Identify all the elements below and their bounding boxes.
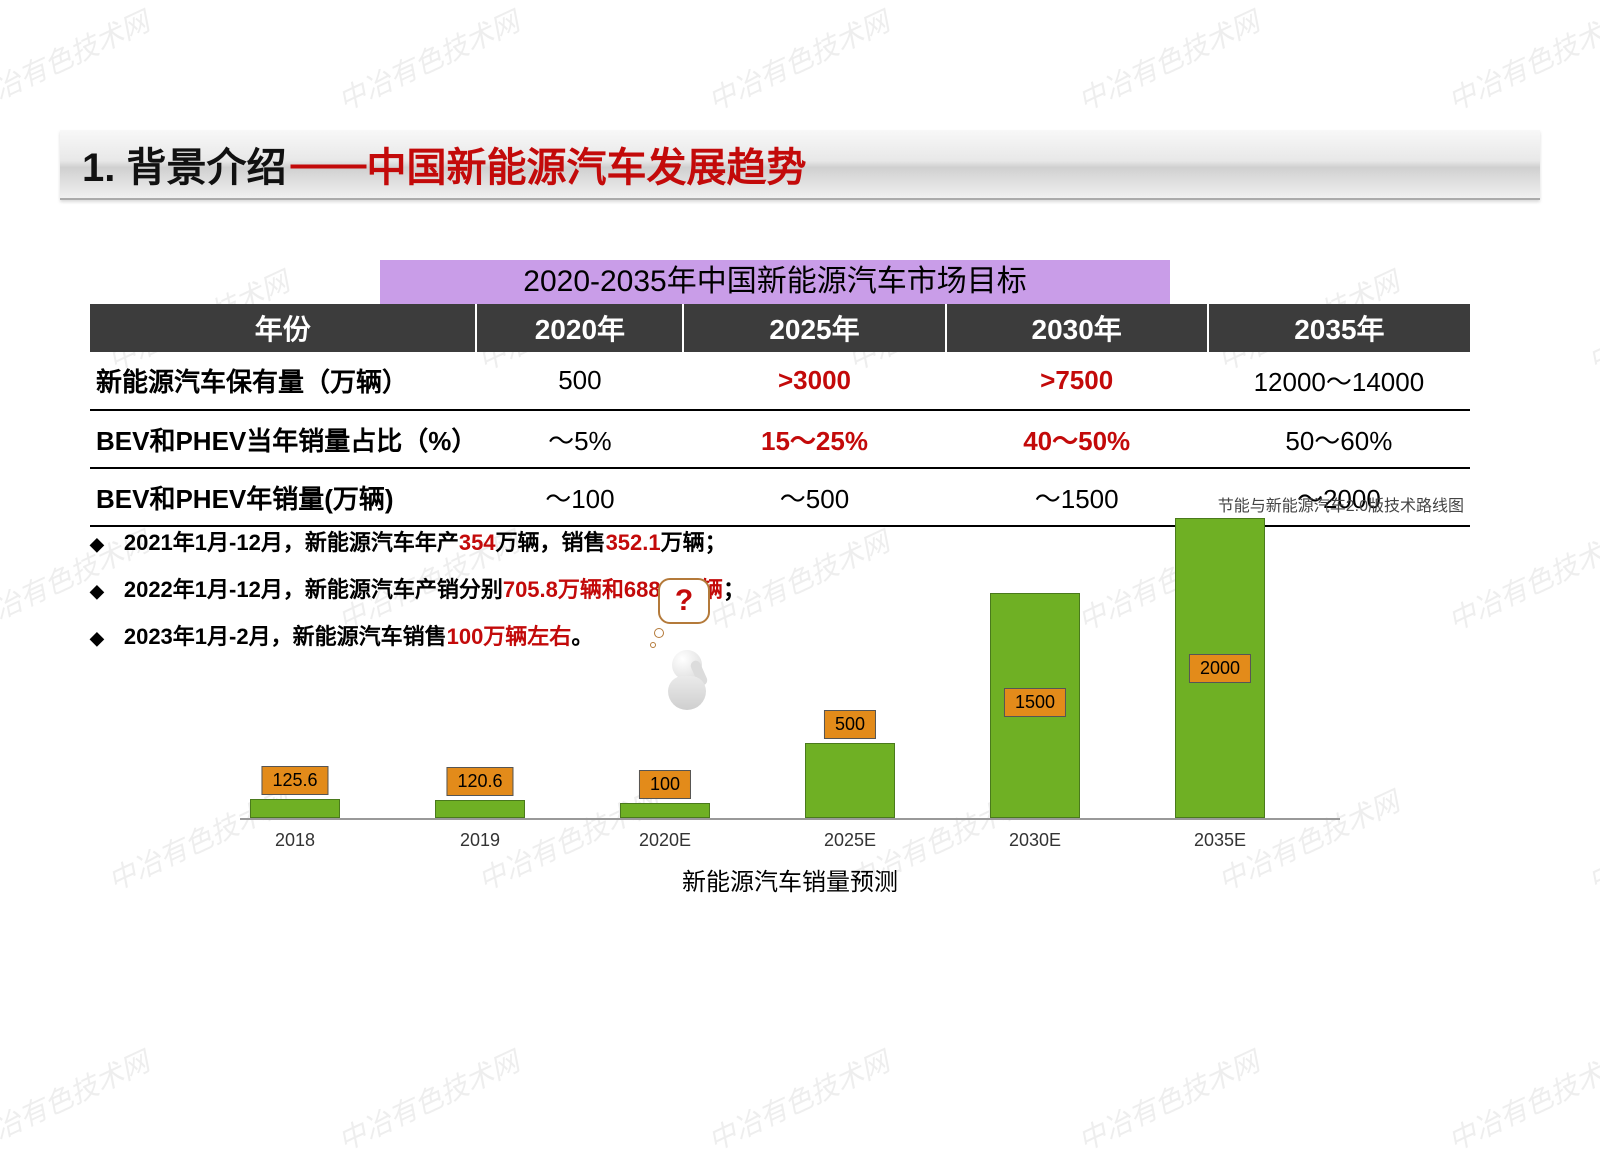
table-cell: 12000～14000 [1208,352,1470,410]
chart-bar: 500 [805,743,895,818]
sales-forecast-chart: 125.6120.610050015002000 新能源汽车销量预测 20182… [240,520,1340,890]
chart-bar-value-label: 125.6 [261,766,328,795]
table-row-label: BEV和PHEV当年销量占比（%） [90,410,476,468]
table-cell: >3000 [683,352,945,410]
table-cell: >7500 [946,352,1208,410]
table-header-cell: 2030年 [946,304,1208,352]
table-cell: 50～60% [1208,410,1470,468]
table-cell: ～500 [683,468,945,526]
chart-bar: 100 [620,803,710,818]
chart-x-tick-label: 2020E [600,830,730,851]
table-cell: ～100 [476,468,683,526]
chart-x-tick-label: 2018 [230,830,360,851]
chart-bar-value-label: 500 [824,710,876,739]
chart-bar-value-label: 1500 [1004,688,1066,717]
chart-x-tick-label: 2030E [970,830,1100,851]
table-cell: ～5% [476,410,683,468]
table-source-note: 节能与新能源汽车2.0版技术路线图 [1218,492,1464,516]
chart-bar-value-label: 2000 [1189,654,1251,683]
chart-title: 新能源汽车销量预测 [240,862,1340,897]
chart-bar-value-label: 100 [639,770,691,799]
chart-x-tick-label: 2019 [415,830,545,851]
table-row-label: BEV和PHEV年销量(万辆) [90,468,476,526]
chart-plot-area: 125.6 120.6 100 500 1500 2000 [240,520,1340,820]
title-topic: 中国新能源汽车发展趋势 [366,135,806,193]
table-header-cell: 2020年 [476,304,683,352]
chart-x-tick-label: 2025E [785,830,915,851]
chart-x-tick-label: 2035E [1155,830,1285,851]
table-header-cell: 年份 [90,304,476,352]
table-cell: ～1500 [946,468,1208,526]
table-cell: 40～50% [946,410,1208,468]
goals-table-region: 2020-2035年中国新能源汽车市场目标 年份2020年2025年2030年2… [90,260,1470,527]
chart-bar: 1500 [990,593,1080,818]
table-row-label: 新能源汽车保有量（万辆） [90,352,476,410]
table-header-cell: 2025年 [683,304,945,352]
table-banner: 2020-2035年中国新能源汽车市场目标 [380,260,1170,304]
table-header-cell: 2035年 [1208,304,1470,352]
chart-bar: 120.6 [435,800,525,818]
chart-bar: 125.6 [250,799,340,818]
chart-bar-value-label: 120.6 [446,767,513,796]
slide-title-bar: 1. 背景介绍 —— 中国新能源汽车发展趋势 [60,130,1540,200]
title-dash: —— [290,142,362,187]
table-cell: 15～25% [683,410,945,468]
title-lead: 1. 背景介绍 [82,135,286,193]
chart-bar: 2000 [1175,518,1265,818]
table-cell: 500 [476,352,683,410]
